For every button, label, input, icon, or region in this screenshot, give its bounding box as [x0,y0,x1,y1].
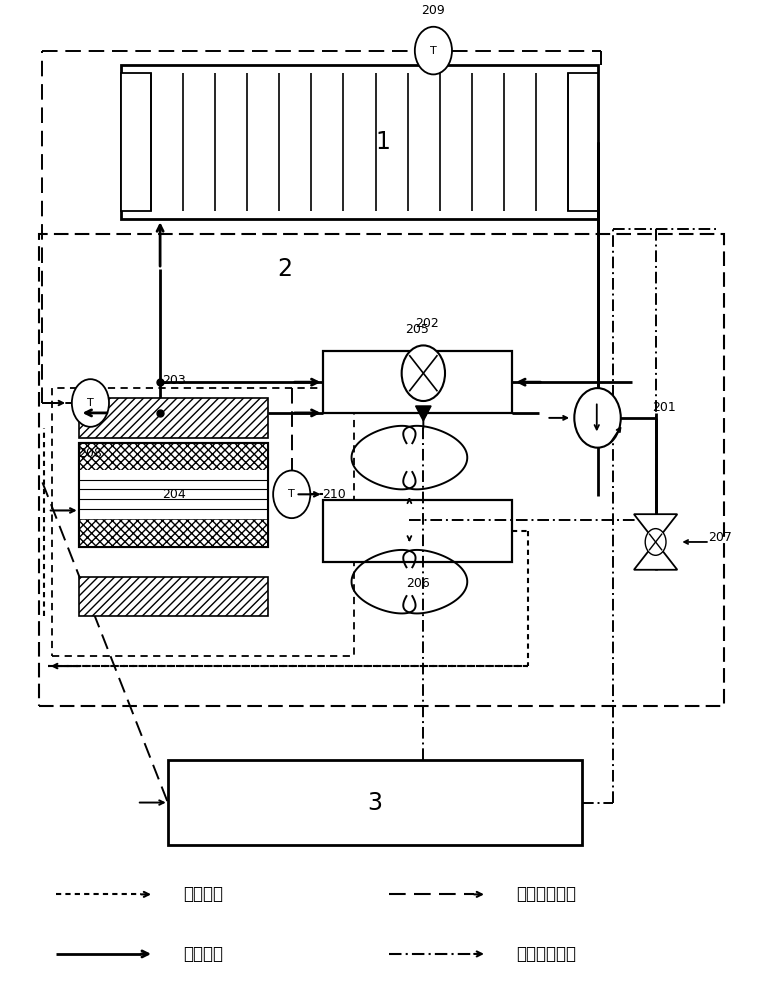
FancyBboxPatch shape [78,443,269,547]
Text: 磁工质流: 磁工质流 [183,885,223,903]
Text: 液流温度信号: 液流温度信号 [516,885,577,903]
FancyBboxPatch shape [78,519,269,547]
Circle shape [274,470,310,518]
Text: 冷却液流: 冷却液流 [183,945,223,963]
Circle shape [71,379,109,427]
FancyBboxPatch shape [78,470,269,519]
Text: T: T [87,398,94,408]
Text: 210: 210 [322,488,346,501]
Polygon shape [416,406,431,421]
Text: 201: 201 [652,401,675,414]
Text: 1: 1 [376,130,391,154]
Circle shape [415,27,452,74]
FancyBboxPatch shape [121,65,598,219]
Polygon shape [634,514,678,542]
FancyBboxPatch shape [78,443,269,470]
Text: 204: 204 [162,488,186,501]
Text: 3: 3 [368,791,382,815]
Circle shape [645,529,666,555]
Text: 2: 2 [277,257,293,281]
FancyBboxPatch shape [39,234,723,706]
Text: 202: 202 [416,317,439,330]
Circle shape [574,388,621,448]
FancyBboxPatch shape [568,73,598,211]
Text: T: T [288,489,295,499]
FancyBboxPatch shape [322,351,512,413]
Text: 208: 208 [78,447,103,460]
Text: 203: 203 [162,374,186,387]
Text: 205: 205 [406,323,430,336]
FancyBboxPatch shape [78,398,269,438]
Text: 开关控制信号: 开关控制信号 [516,945,577,963]
FancyBboxPatch shape [52,388,354,656]
FancyBboxPatch shape [322,500,512,562]
FancyBboxPatch shape [168,760,582,845]
Text: 207: 207 [709,531,732,544]
Text: 206: 206 [406,577,430,590]
Circle shape [402,345,445,401]
Text: T: T [430,46,437,56]
FancyBboxPatch shape [121,73,151,211]
Text: 209: 209 [422,4,445,17]
FancyBboxPatch shape [78,577,269,616]
Polygon shape [634,542,678,570]
